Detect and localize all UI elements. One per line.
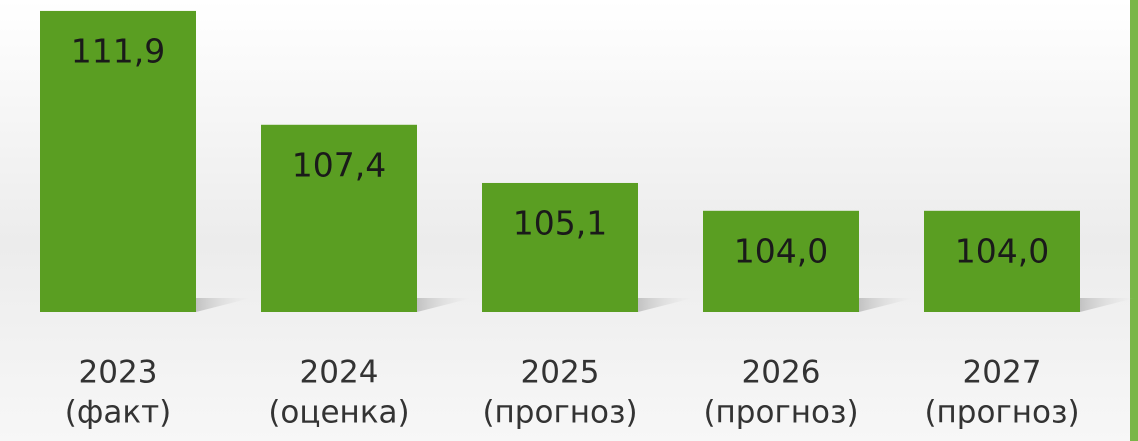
x-tick-label: 2023 bbox=[79, 355, 158, 391]
value-label: 105,1 bbox=[513, 203, 607, 242]
bar bbox=[703, 210, 859, 312]
bar bbox=[261, 124, 417, 312]
x-tick-label: (прогноз) bbox=[482, 395, 637, 431]
x-tick-label: (прогноз) bbox=[924, 395, 1079, 431]
x-tick-label: 2025 bbox=[521, 355, 600, 391]
value-label: 107,4 bbox=[292, 145, 386, 184]
bar bbox=[482, 182, 638, 312]
x-tick-label: (факт) bbox=[65, 395, 171, 431]
bar-shadow bbox=[859, 298, 914, 312]
x-tick-label: 2027 bbox=[963, 355, 1042, 391]
x-tick-label: 2026 bbox=[742, 355, 821, 391]
value-label: 104,0 bbox=[955, 231, 1049, 270]
bar-shadow bbox=[417, 298, 472, 312]
bar-shadow bbox=[638, 298, 693, 312]
bar-shadow bbox=[196, 298, 251, 312]
value-label: 111,9 bbox=[71, 31, 165, 70]
x-tick-label: 2024 bbox=[300, 355, 379, 391]
bar-shadow bbox=[1080, 298, 1135, 312]
bar bbox=[924, 210, 1080, 312]
x-tick-label: (оценка) bbox=[268, 395, 409, 431]
side-strip bbox=[1130, 0, 1138, 441]
x-tick-label: (прогноз) bbox=[703, 395, 858, 431]
bar bbox=[40, 10, 196, 313]
value-label: 104,0 bbox=[734, 231, 828, 270]
